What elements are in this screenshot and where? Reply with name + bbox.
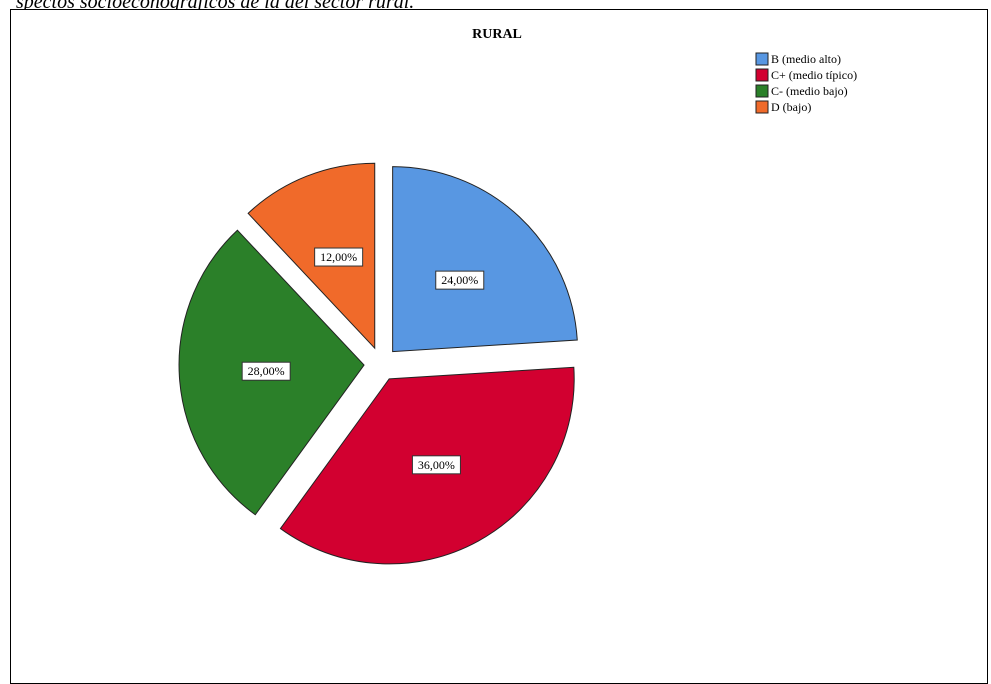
legend-item-3: C- (medio bajo) — [755, 84, 848, 98]
legend-swatch — [755, 84, 769, 98]
legend-swatch — [755, 52, 769, 66]
pie-slice-1 — [392, 166, 578, 353]
chart-title: RURAL — [472, 27, 522, 42]
slice-label-1: 24,00% — [435, 270, 485, 290]
legend-item-1: B (medio alto) — [755, 52, 841, 66]
slice-label-2: 36,00% — [411, 455, 461, 475]
legend-label: D (bajo) — [771, 100, 811, 114]
slice-percent-text: 28,00% — [248, 364, 285, 378]
pie-slices — [178, 162, 578, 565]
slice-percent-text: 12,00% — [320, 250, 357, 264]
slice-label-4: 12,00% — [314, 247, 364, 267]
chart-frame — [10, 9, 988, 684]
slice-percent-text: 36,00% — [418, 458, 455, 472]
legend-label: C+ (medio típico) — [771, 68, 857, 82]
slice-percent-text: 24,00% — [441, 273, 478, 287]
pie-slice-4 — [247, 162, 376, 350]
legend-label: B (medio alto) — [771, 52, 841, 66]
legend-swatch — [755, 100, 769, 114]
legend: B (medio alto) C+ (medio típico) C- (medio… — [755, 52, 857, 114]
slice-label-3: 28,00% — [241, 361, 291, 381]
legend-item-4: D (bajo) — [755, 100, 811, 114]
legend-label: C- (medio bajo) — [771, 84, 848, 98]
legend-item-2: C+ (medio típico) — [755, 68, 857, 82]
pie-labels: 24,00% 36,00% 28,00% 12,00% — [241, 247, 485, 475]
legend-swatch — [755, 68, 769, 82]
